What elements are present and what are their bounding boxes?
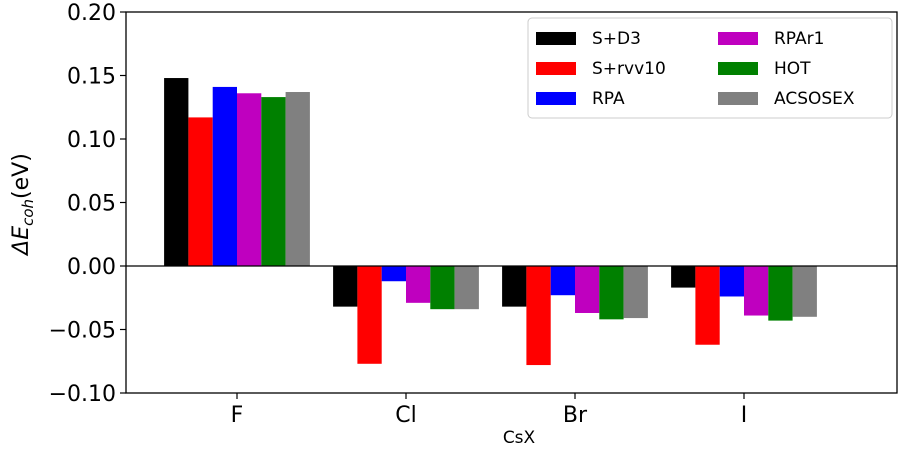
x-tick-label: Br [563, 403, 588, 428]
y-axis-label: ΔEcoh(eV) [9, 153, 37, 257]
legend-swatch [718, 92, 758, 105]
bar [526, 266, 551, 366]
legend-box [527, 17, 893, 119]
legend-swatch [536, 62, 576, 75]
y-axis-label-prefix: ΔE [9, 226, 34, 257]
x-tick-label: F [231, 403, 244, 428]
bar [792, 266, 817, 317]
bar [502, 266, 527, 307]
bar [744, 266, 769, 316]
y-axis-label-sub: coh [19, 199, 37, 226]
bar [575, 266, 600, 313]
bar [599, 266, 624, 320]
legend-label: HOT [774, 59, 811, 79]
bar [212, 86, 237, 267]
bar [430, 266, 455, 310]
bar [381, 266, 406, 282]
x-axis: F Cl Br I [231, 393, 748, 428]
y-tick-label: 0.00 [67, 255, 116, 280]
y-tick-label: −0.05 [49, 319, 116, 344]
y-tick-label: 0.15 [67, 65, 116, 90]
legend-label: RPAr1 [774, 29, 824, 49]
bar [623, 266, 648, 319]
bar [406, 266, 431, 303]
bar [333, 266, 358, 307]
legend-swatch [718, 32, 758, 45]
legend-swatch [536, 92, 576, 105]
bar [671, 266, 696, 288]
y-tick-label: −0.10 [49, 382, 116, 407]
x-axis-label: CsX [503, 428, 536, 448]
x-tick-label: I [741, 403, 748, 428]
bar [357, 266, 382, 364]
y-axis-label-suffix: (eV) [9, 153, 34, 199]
y-tick-label: 0.20 [67, 1, 116, 26]
legend-swatch [536, 32, 576, 45]
bar [237, 93, 262, 266]
legend-label: S+D3 [592, 29, 641, 49]
legend: S+D3 S+rvv10 RPA RPAr1 HOT ACSOSEX [527, 17, 893, 119]
bar [719, 266, 744, 297]
bar [695, 266, 720, 345]
bar [285, 92, 310, 266]
y-tick-label: 0.10 [67, 128, 116, 153]
legend-label: S+rvv10 [592, 59, 666, 79]
bar [164, 78, 189, 266]
legend-swatch [718, 62, 758, 75]
bar [550, 266, 575, 296]
bar [768, 266, 793, 321]
bar [454, 266, 479, 310]
x-tick-label: Cl [395, 403, 416, 428]
y-tick-label: 0.05 [67, 192, 116, 217]
bar [188, 117, 213, 266]
bars-group [164, 78, 817, 366]
bar [261, 97, 286, 266]
legend-label: RPA [592, 89, 625, 109]
legend-label: ACSOSEX [774, 89, 855, 109]
y-axis: −0.10 −0.05 0.00 0.05 0.10 0.15 0.20 [49, 1, 126, 407]
